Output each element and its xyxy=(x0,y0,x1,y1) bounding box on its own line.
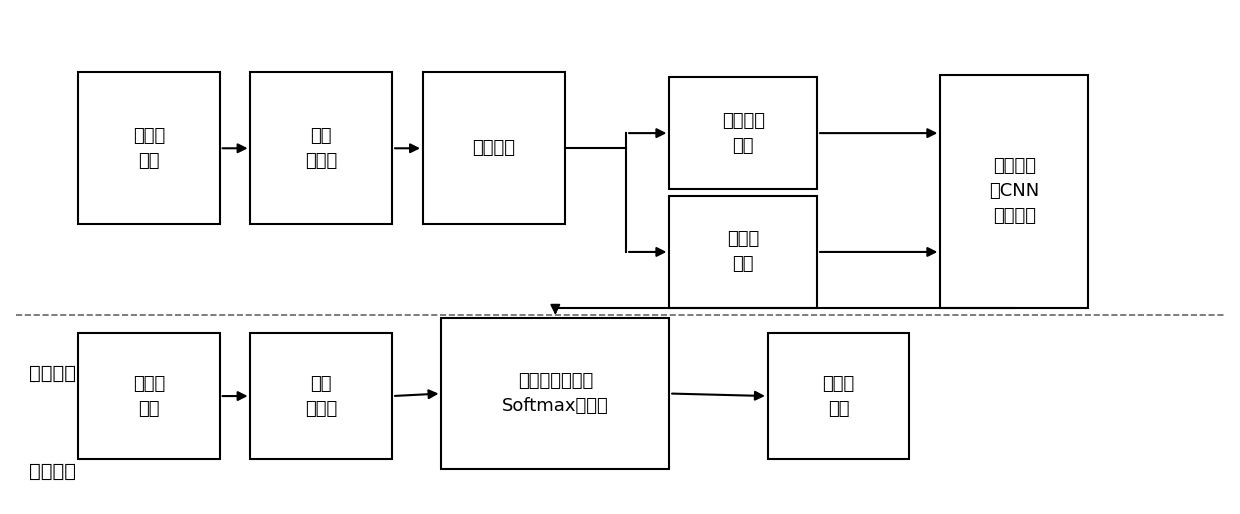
Text: 决策级
融合: 决策级 融合 xyxy=(822,375,854,417)
FancyBboxPatch shape xyxy=(250,333,392,460)
Text: 提取不同分支的
Softmax层输出: 提取不同分支的 Softmax层输出 xyxy=(502,372,609,415)
Text: 数据扩增: 数据扩增 xyxy=(472,139,516,157)
FancyBboxPatch shape xyxy=(768,333,909,460)
FancyBboxPatch shape xyxy=(670,78,817,189)
Text: 图像
预处理: 图像 预处理 xyxy=(305,127,337,170)
Text: 训练过程: 训练过程 xyxy=(29,364,76,383)
Text: 数据集
划分: 数据集 划分 xyxy=(133,127,165,170)
Text: 数据集
划分: 数据集 划分 xyxy=(133,375,165,417)
FancyBboxPatch shape xyxy=(78,72,219,224)
Text: 图像
预处理: 图像 预处理 xyxy=(305,375,337,417)
FancyBboxPatch shape xyxy=(250,72,392,224)
Text: 注意力
网络: 注意力 网络 xyxy=(727,230,759,273)
FancyBboxPatch shape xyxy=(670,196,817,307)
FancyBboxPatch shape xyxy=(78,333,219,460)
Text: 对象检测
网络: 对象检测 网络 xyxy=(722,112,765,155)
Text: 测试过程: 测试过程 xyxy=(29,463,76,482)
FancyBboxPatch shape xyxy=(423,72,564,224)
Text: 不同分支
的CNN
模型训练: 不同分支 的CNN 模型训练 xyxy=(990,157,1039,225)
FancyBboxPatch shape xyxy=(940,75,1087,307)
FancyBboxPatch shape xyxy=(441,318,670,469)
